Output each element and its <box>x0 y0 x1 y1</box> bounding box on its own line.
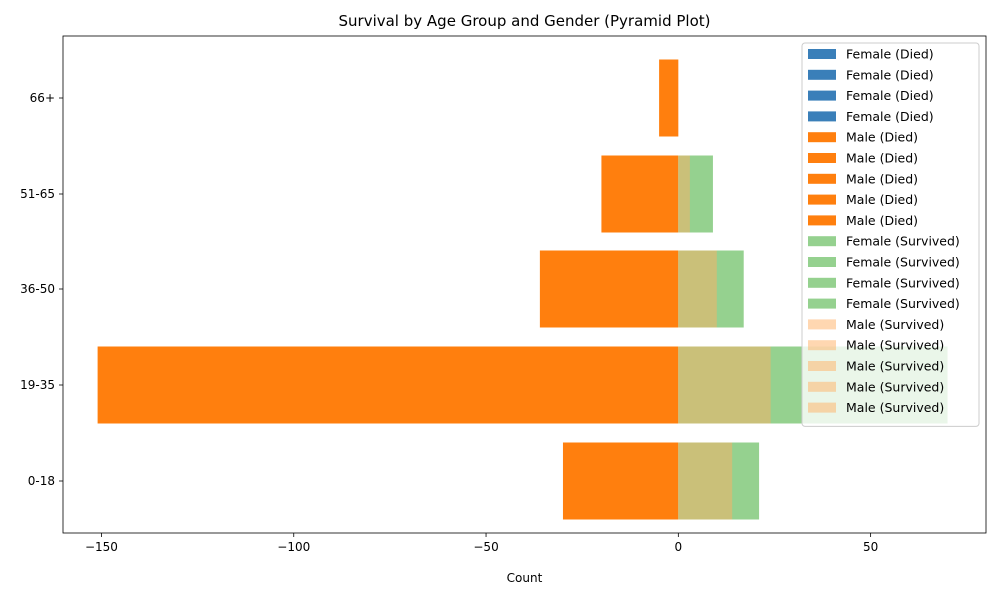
legend-swatch <box>808 111 836 122</box>
legend-swatch <box>808 173 836 184</box>
legend-swatch <box>808 257 836 267</box>
bar-male-died-66+ <box>659 59 679 137</box>
legend-swatch <box>808 277 836 288</box>
bar-male-died-36-50 <box>539 250 679 328</box>
y-axis: 0-18 19-35 36-50 51-65 66+ <box>20 91 63 488</box>
bar-male-died-19-35 <box>97 346 679 424</box>
legend-swatch <box>808 49 836 59</box>
legend-label: Female (Survived) <box>846 255 960 270</box>
legend-swatch <box>808 402 836 413</box>
legend-swatch <box>808 236 836 247</box>
x-tick-label: −150 <box>85 540 118 554</box>
bar-male-survived-19-35 <box>678 346 771 424</box>
legend-label: Male (Survived) <box>846 379 944 394</box>
legend-label: Male (Survived) <box>846 317 944 332</box>
y-tick-label: 0-18 <box>28 474 55 488</box>
bar-male-survived-51-65 <box>678 155 690 233</box>
legend-label: Male (Died) <box>846 192 918 207</box>
legend-label: Male (Died) <box>846 171 918 186</box>
legend-label: Male (Died) <box>846 151 918 166</box>
legend-label: Male (Survived) <box>846 359 944 374</box>
y-tick-label: 66+ <box>30 91 55 105</box>
plot-frame <box>62 35 987 534</box>
y-tick-label: 51-65 <box>20 187 55 201</box>
x-tick-label: 50 <box>863 540 878 554</box>
legend-swatch <box>808 298 836 309</box>
legend-swatch <box>808 194 836 205</box>
legend-swatch <box>808 361 836 371</box>
legend-swatch <box>808 319 836 330</box>
legend-label: Male (Survived) <box>846 400 944 415</box>
legend-label: Female (Died) <box>846 88 934 103</box>
bar-male-survived-36-50 <box>678 250 717 328</box>
legend-label: Male (Died) <box>846 213 918 228</box>
x-tick-label: 0 <box>675 540 683 554</box>
x-axis: −150 −100 −50 0 50 <box>85 533 878 554</box>
legend-swatch <box>808 340 836 351</box>
legend-label: Female (Survived) <box>846 275 960 290</box>
legend-swatch <box>808 90 836 101</box>
legend-box <box>801 42 980 427</box>
legend-label: Male (Survived) <box>846 338 944 353</box>
x-tick-label: −50 <box>473 540 498 554</box>
legend-label: Female (Died) <box>846 47 934 62</box>
bars-group <box>97 59 948 520</box>
legend-swatch <box>808 153 836 163</box>
bar-male-survived-0-18 <box>678 442 733 520</box>
x-tick-label: −100 <box>277 540 310 554</box>
bar-male-died-51-65 <box>601 155 679 233</box>
y-tick-label: 19-35 <box>20 378 55 392</box>
legend-swatch <box>808 132 836 143</box>
legend-swatch <box>808 381 836 392</box>
legend-label: Female (Died) <box>846 67 934 82</box>
legend-label: Female (Survived) <box>846 296 960 311</box>
legend-label: Female (Died) <box>846 109 934 124</box>
chart-title: Survival by Age Group and Gender (Pyrami… <box>339 12 711 30</box>
legend-swatch <box>808 215 836 226</box>
legend: Female (Died) Female (Died) Female (Died) F… <box>801 42 980 427</box>
legend-label: Female (Survived) <box>846 234 960 249</box>
x-axis-label: Count <box>507 571 543 585</box>
bar-male-died-0-18 <box>562 442 679 520</box>
legend-swatch <box>808 69 836 80</box>
legend-label: Male (Died) <box>846 130 918 145</box>
y-tick-label: 36-50 <box>20 282 55 296</box>
